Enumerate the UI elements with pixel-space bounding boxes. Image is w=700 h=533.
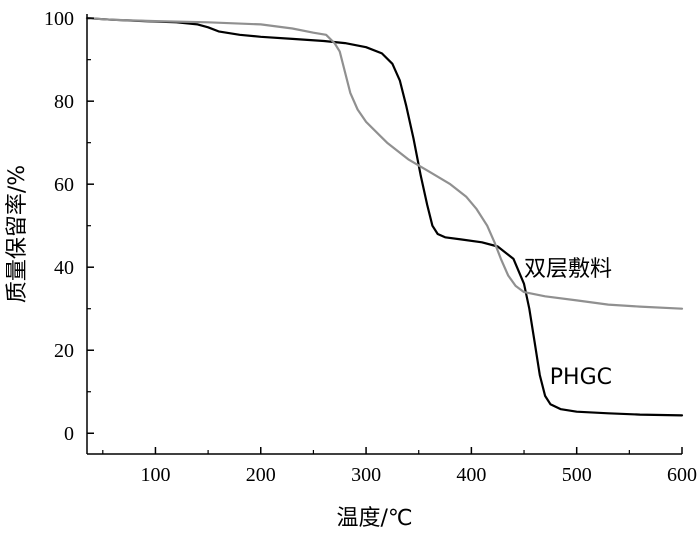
series-label-phgc: PHGC [550,365,612,390]
x-tick-label: 300 [351,464,381,486]
y-tick-label: 80 [54,91,74,113]
y-tick-label: 20 [54,340,74,362]
x-axis-title: 温度/℃ [336,506,412,531]
axes-layer [86,14,683,455]
y-tick-label: 100 [44,8,74,30]
y-axis-title: 质量保留率/% [5,165,30,303]
y-tick-label: 40 [54,257,74,279]
x-tick-label: 100 [140,464,170,486]
y-tick-label: 0 [64,423,74,445]
series-line-1 [85,17,684,310]
series-layer [85,17,684,417]
x-tick-label: 200 [246,464,276,486]
x-tick-label: 400 [456,464,486,486]
series-label-bilayer: 双层敷料 [524,257,612,282]
series-line-0 [85,17,684,417]
labels-layer: 100 200 300 400 500 600 0 20 40 60 80 100 PHGC 双层敷料温度… [5,8,697,531]
y-tick-label: 60 [54,174,74,196]
x-tick-label: 600 [667,464,697,486]
x-tick-label: 500 [562,464,592,486]
